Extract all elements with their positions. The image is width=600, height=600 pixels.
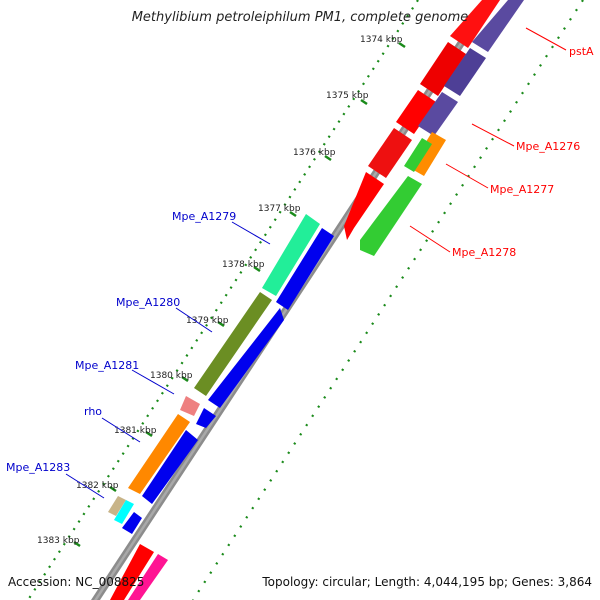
reverse-leaders bbox=[65, 221, 271, 499]
gene-Mpe_A1279[interactable] bbox=[262, 214, 320, 296]
label-Mpe_A1278[interactable]: Mpe_A1278 bbox=[452, 246, 516, 259]
tick-label-1378: 1378 kbp bbox=[222, 260, 265, 270]
label-Mpe_A1280[interactable]: Mpe_A1280 bbox=[116, 296, 180, 309]
gene-rho[interactable] bbox=[128, 414, 190, 494]
gene-Mpe_A1281[interactable] bbox=[180, 396, 200, 416]
tick-label-1376: 1376 kbp bbox=[293, 148, 336, 158]
tick-label-1375: 1375 kbp bbox=[326, 91, 369, 101]
gene-blue-2[interactable] bbox=[208, 308, 284, 408]
gene-magenta-bottom[interactable] bbox=[128, 554, 168, 600]
topology-text: Topology: circular; Length: 4,044,195 bp… bbox=[262, 575, 592, 589]
gene-red-bottom[interactable] bbox=[110, 544, 154, 600]
gene-red-segment-4[interactable] bbox=[344, 172, 384, 240]
label-rho[interactable]: rho bbox=[84, 405, 102, 418]
gene-blue-1[interactable] bbox=[276, 228, 334, 310]
label-Mpe_A1283[interactable]: Mpe_A1283 bbox=[6, 461, 70, 474]
forward-strand-genes bbox=[344, 0, 524, 256]
gene-Mpe_A1278[interactable] bbox=[360, 176, 422, 256]
gene-Mpe_A1283-tan[interactable] bbox=[108, 496, 126, 516]
gene-red-segment-3[interactable] bbox=[368, 128, 412, 178]
bottom-genes bbox=[110, 544, 168, 600]
gene-blue-5[interactable] bbox=[122, 512, 142, 534]
forward-leaders bbox=[409, 27, 567, 253]
tick-label-1381: 1381 kbp bbox=[114, 426, 157, 436]
gene-red-segment-1[interactable] bbox=[420, 42, 466, 96]
tick-label-1383: 1383 kbp bbox=[37, 536, 80, 546]
tick-label-1382: 1382 kbp bbox=[76, 481, 119, 491]
tick-label-1380: 1380 kbp bbox=[150, 371, 193, 381]
label-Mpe_A1276[interactable]: Mpe_A1276 bbox=[516, 140, 580, 153]
label-Mpe_A1279[interactable]: Mpe_A1279 bbox=[172, 210, 236, 223]
reverse-strand-genes bbox=[108, 214, 334, 534]
tick-label-1379: 1379 kbp bbox=[186, 316, 229, 326]
label-pstA[interactable]: pstA bbox=[569, 45, 594, 58]
tick-label-1374: 1374 kbp bbox=[360, 35, 403, 45]
gene-Mpe_A1277[interactable] bbox=[410, 132, 446, 176]
gene-blue-4[interactable] bbox=[142, 430, 198, 504]
gene-purple-segment-2[interactable] bbox=[444, 48, 486, 96]
gene-Mpe_A1276-green[interactable] bbox=[404, 138, 432, 172]
label-Mpe_A1277[interactable]: Mpe_A1277 bbox=[490, 183, 554, 196]
tick-marks bbox=[73, 41, 406, 548]
tick-label-1377: 1377 kbp bbox=[258, 204, 301, 214]
gene-purple-segment-3[interactable] bbox=[418, 92, 458, 136]
gene-red-segment-2[interactable] bbox=[396, 90, 436, 134]
gene-Mpe_A1283-cyan[interactable] bbox=[114, 500, 134, 524]
label-Mpe_A1281[interactable]: Mpe_A1281 bbox=[75, 359, 139, 372]
accession-text: Accession: NC_008825 bbox=[8, 575, 145, 589]
genome-title: Methylibium petroleiphilum PM1, complete… bbox=[131, 10, 469, 25]
gene-Mpe_A1280[interactable] bbox=[194, 292, 272, 396]
gene-blue-3[interactable] bbox=[196, 408, 216, 428]
gene-pstA-segment[interactable] bbox=[450, 0, 500, 48]
gene-purple-segment-1[interactable] bbox=[472, 0, 524, 52]
